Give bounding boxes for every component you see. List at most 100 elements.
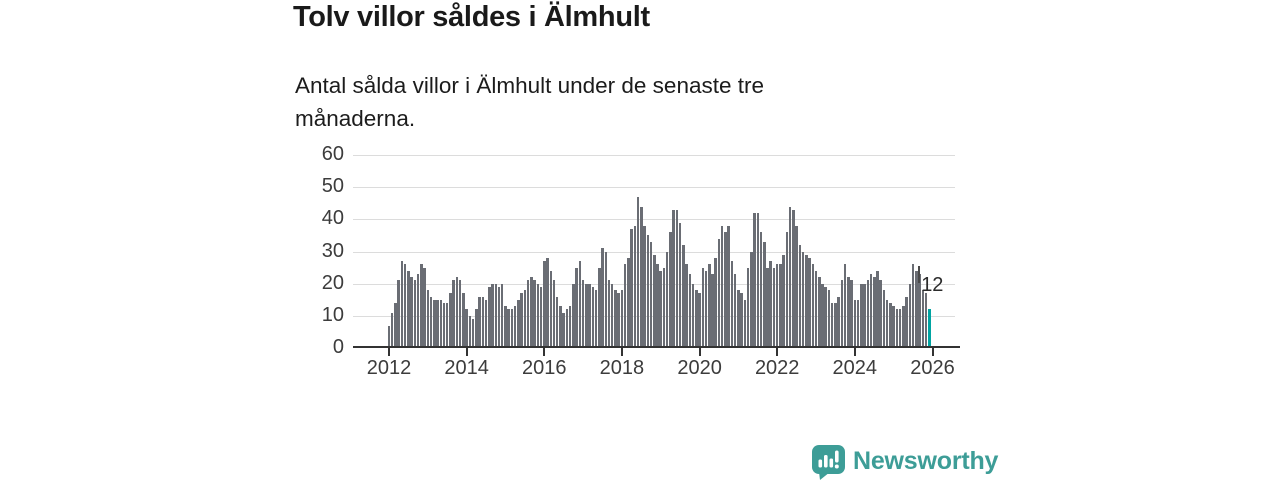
bar bbox=[889, 303, 892, 348]
newsworthy-logo-link[interactable]: Newsworthy bbox=[811, 443, 1071, 480]
bar bbox=[462, 293, 465, 348]
bar bbox=[908, 283, 912, 348]
bar bbox=[646, 235, 650, 348]
bar bbox=[442, 303, 446, 348]
bar bbox=[458, 280, 462, 348]
x-axis-tick-2014 bbox=[465, 348, 468, 356]
gridline-50 bbox=[353, 187, 955, 189]
bar bbox=[471, 319, 475, 348]
bar bbox=[688, 274, 692, 348]
bar bbox=[918, 274, 921, 348]
bar bbox=[523, 290, 527, 348]
x-axis-label-2018: 2018 bbox=[599, 357, 645, 379]
bar bbox=[549, 270, 552, 348]
bar bbox=[546, 257, 549, 348]
bar bbox=[413, 280, 417, 348]
bar bbox=[488, 286, 491, 348]
bar bbox=[623, 264, 627, 348]
bar bbox=[827, 290, 831, 348]
bar bbox=[708, 264, 711, 348]
bar bbox=[672, 209, 675, 348]
x-axis-label-2026: 2026 bbox=[910, 357, 955, 379]
bar bbox=[840, 280, 844, 348]
x-axis-tick-2024 bbox=[853, 348, 856, 356]
x-axis-line bbox=[353, 346, 960, 348]
bar bbox=[879, 280, 882, 348]
bar bbox=[588, 283, 591, 348]
bar bbox=[591, 286, 595, 348]
bar bbox=[821, 283, 824, 348]
bar bbox=[439, 299, 442, 348]
bar bbox=[724, 232, 727, 348]
bar bbox=[782, 254, 785, 348]
x-axis-label-2012: 2012 bbox=[366, 357, 412, 379]
bar bbox=[691, 283, 695, 348]
bar bbox=[814, 270, 818, 348]
bar bbox=[898, 309, 902, 348]
bar bbox=[423, 267, 426, 348]
x-axis-label-2016: 2016 bbox=[522, 357, 567, 379]
bar bbox=[568, 306, 572, 348]
chart-subtitle: Antal sålda villor i Älmhult under de se… bbox=[295, 69, 764, 135]
bar bbox=[818, 277, 821, 348]
bar bbox=[643, 225, 646, 348]
bar bbox=[533, 280, 536, 348]
bar bbox=[633, 225, 637, 348]
bar bbox=[468, 315, 472, 348]
bar bbox=[759, 232, 763, 348]
bar bbox=[562, 312, 565, 348]
bar bbox=[834, 303, 837, 348]
x-axis-tick-2018 bbox=[620, 348, 623, 356]
bar bbox=[733, 274, 737, 348]
bar bbox=[873, 277, 876, 348]
bar bbox=[656, 264, 659, 348]
gridline-40 bbox=[353, 219, 955, 221]
bar bbox=[455, 277, 459, 348]
bar bbox=[902, 306, 905, 348]
bar bbox=[636, 196, 640, 348]
bar bbox=[614, 290, 617, 348]
bar bbox=[491, 283, 494, 348]
x-axis-label-2020: 2020 bbox=[677, 357, 722, 379]
bar bbox=[407, 270, 410, 348]
page-title: Tolv villor såldes i Älmhult bbox=[293, 1, 650, 33]
newsworthy-icon bbox=[811, 444, 846, 480]
bar bbox=[801, 251, 805, 348]
bar bbox=[394, 303, 397, 348]
bar bbox=[860, 283, 863, 348]
bar bbox=[882, 290, 886, 348]
bar bbox=[856, 299, 860, 348]
annotation-leader-line bbox=[918, 266, 921, 283]
bar bbox=[788, 206, 792, 348]
bar bbox=[714, 257, 717, 348]
y-axis-label-30: 30 bbox=[321, 239, 344, 262]
bar bbox=[753, 212, 756, 348]
bar bbox=[601, 248, 604, 348]
bar bbox=[792, 209, 795, 348]
bar bbox=[843, 264, 847, 348]
bar bbox=[475, 309, 478, 348]
bar bbox=[924, 293, 928, 348]
y-axis-label-20: 20 bbox=[321, 271, 344, 294]
bar bbox=[895, 309, 899, 348]
bar bbox=[420, 264, 423, 348]
bar bbox=[526, 280, 530, 348]
bar bbox=[830, 303, 834, 348]
bar bbox=[756, 212, 760, 348]
bar bbox=[598, 267, 601, 348]
bar bbox=[630, 229, 633, 348]
bar bbox=[701, 267, 705, 348]
bar bbox=[517, 299, 520, 348]
bar bbox=[853, 299, 857, 348]
bar bbox=[811, 264, 815, 348]
bar bbox=[785, 232, 789, 348]
bar bbox=[559, 306, 562, 348]
bar bbox=[572, 283, 575, 348]
last-value-label: 12 bbox=[921, 274, 944, 296]
x-axis-label-2014: 2014 bbox=[444, 357, 489, 379]
x-axis-label-2022: 2022 bbox=[754, 357, 800, 379]
bar bbox=[513, 306, 517, 348]
bar bbox=[837, 296, 840, 348]
bar bbox=[653, 254, 656, 348]
